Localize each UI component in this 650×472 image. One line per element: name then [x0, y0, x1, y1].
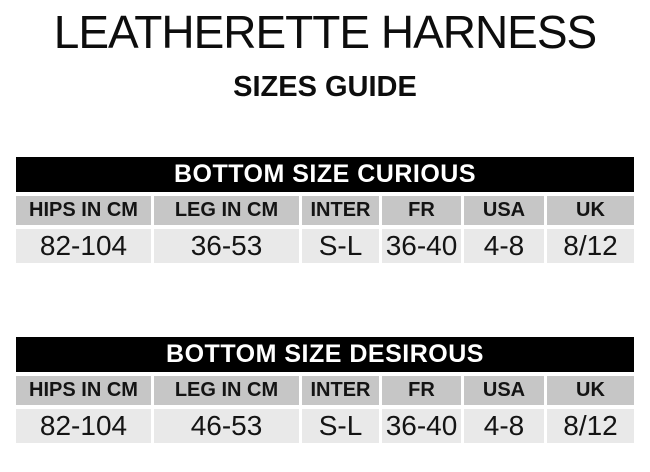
value-usa: 4-8: [464, 229, 544, 263]
column-header-uk: UK: [547, 196, 634, 225]
column-header-hips: HIPS IN CM: [16, 196, 151, 225]
value-uk: 8/12: [547, 229, 634, 263]
column-header-usa: USA: [464, 196, 544, 225]
table-title-bar-curious: BOTTOM SIZE CURIOUS: [16, 157, 634, 192]
size-table-desirous: BOTTOM SIZE DESIROUS HIPS IN CM LEG IN C…: [16, 337, 634, 443]
value-inter: S-L: [302, 229, 379, 263]
value-uk: 8/12: [547, 409, 634, 443]
page-subtitle: SIZES GUIDE: [233, 71, 417, 103]
column-header-fr: FR: [382, 196, 461, 225]
table-header-row-desirous: HIPS IN CM LEG IN CM INTER FR USA UK: [16, 376, 634, 405]
value-fr: 36-40: [382, 229, 461, 263]
table-header-row-curious: HIPS IN CM LEG IN CM INTER FR USA UK: [16, 196, 634, 225]
value-usa: 4-8: [464, 409, 544, 443]
table-data-row-desirous: 82-104 46-53 S-L 36-40 4-8 8/12: [16, 409, 634, 443]
column-header-hips: HIPS IN CM: [16, 376, 151, 405]
table-data-row-curious: 82-104 36-53 S-L 36-40 4-8 8/12: [16, 229, 634, 263]
size-table-curious: BOTTOM SIZE CURIOUS HIPS IN CM LEG IN CM…: [16, 157, 634, 263]
table-title-bar-desirous: BOTTOM SIZE DESIROUS: [16, 337, 634, 372]
page-title: LEATHERETTE HARNESS: [53, 6, 597, 58]
column-header-usa: USA: [464, 376, 544, 405]
header-block: LEATHERETTE HARNESS SIZES GUIDE: [0, 0, 650, 104]
value-hips: 82-104: [16, 229, 151, 263]
column-header-fr: FR: [382, 376, 461, 405]
column-header-inter: INTER: [302, 376, 379, 405]
column-header-uk: UK: [547, 376, 634, 405]
value-inter: S-L: [302, 409, 379, 443]
column-header-leg: LEG IN CM: [154, 196, 299, 225]
value-hips: 82-104: [16, 409, 151, 443]
value-leg: 36-53: [154, 229, 299, 263]
value-fr: 36-40: [382, 409, 461, 443]
column-header-inter: INTER: [302, 196, 379, 225]
column-header-leg: LEG IN CM: [154, 376, 299, 405]
value-leg: 46-53: [154, 409, 299, 443]
